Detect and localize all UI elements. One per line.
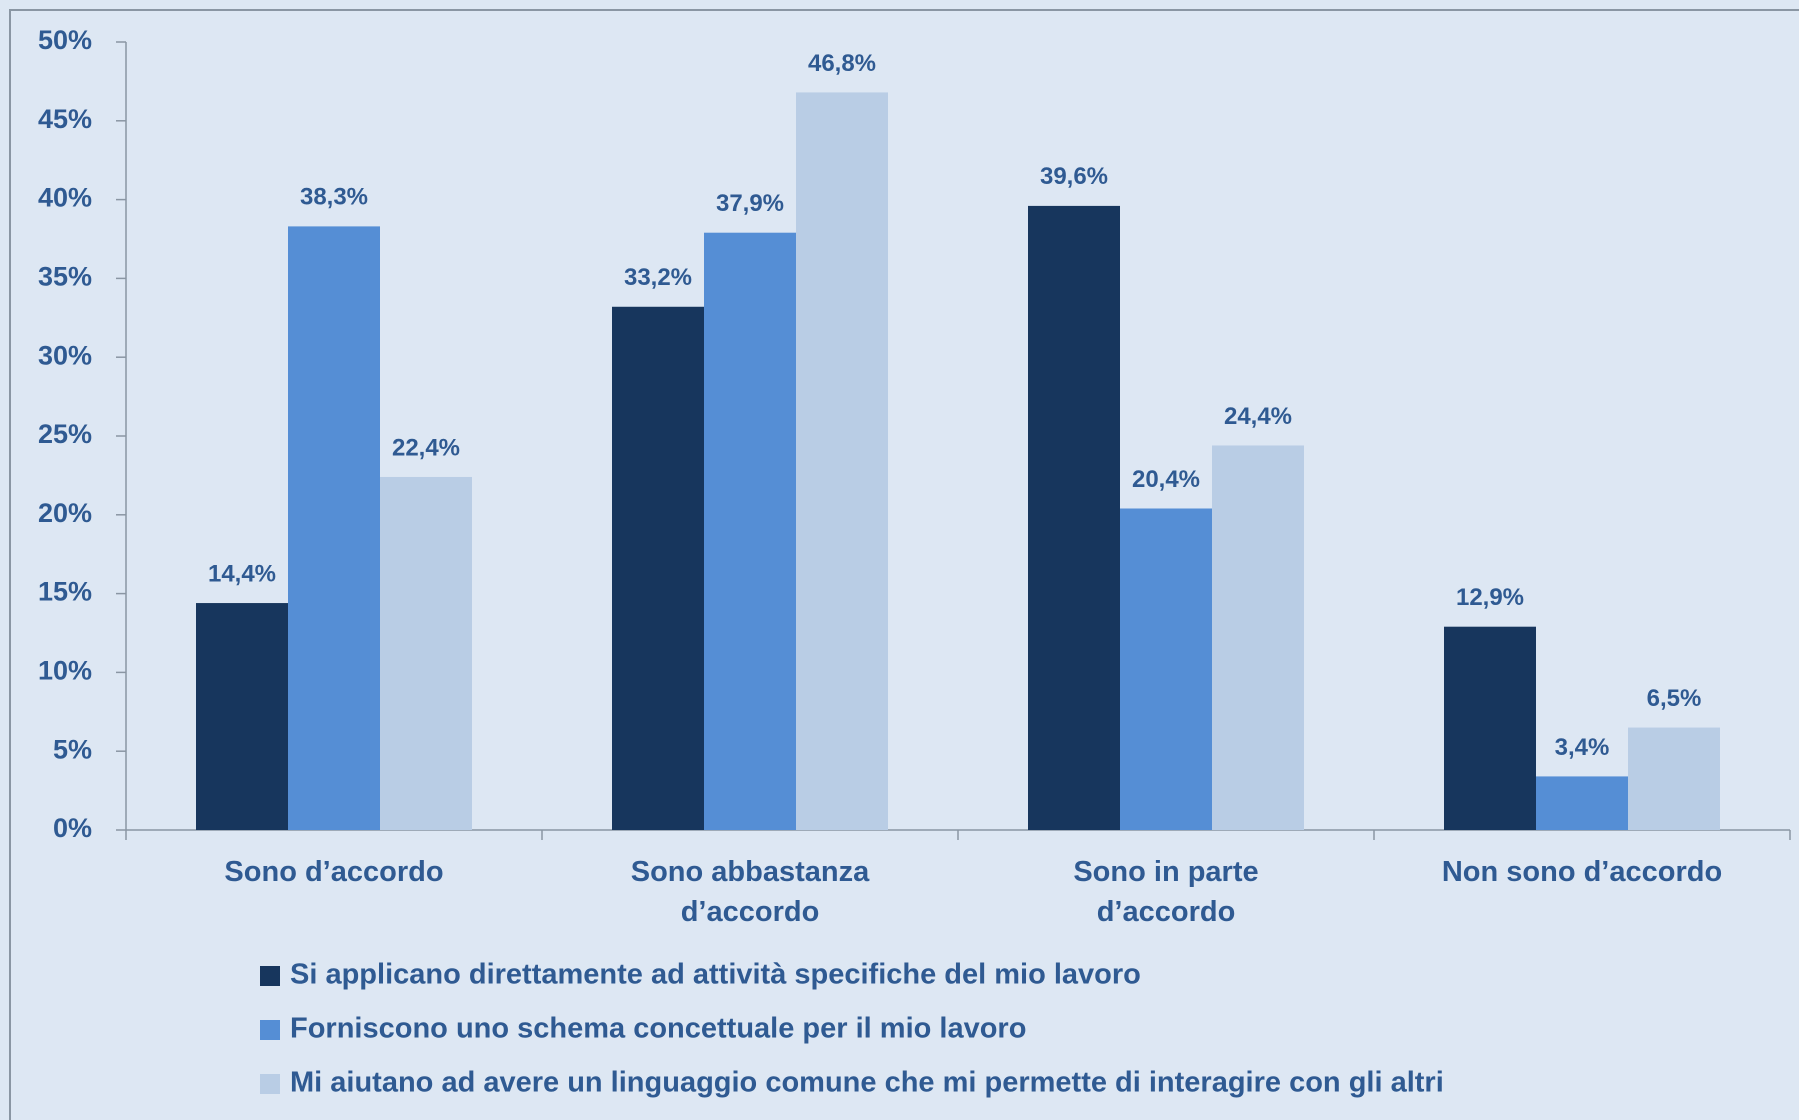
y-tick-label: 35% (38, 262, 92, 292)
value-label: 24,4% (1224, 403, 1292, 430)
legend-swatch (260, 1074, 280, 1094)
y-tick-label: 50% (38, 25, 92, 55)
bar (612, 306, 704, 830)
y-tick-label: 5% (53, 734, 92, 764)
value-label: 6,5% (1647, 685, 1702, 712)
bar (1536, 776, 1628, 830)
bar (288, 226, 380, 831)
bar (196, 603, 288, 830)
value-label: 20,4% (1132, 466, 1200, 493)
value-label: 38,3% (300, 184, 368, 211)
value-label: 37,9% (716, 190, 784, 217)
value-label: 46,8% (808, 50, 876, 77)
y-tick-label: 25% (38, 419, 92, 449)
bar (1212, 445, 1304, 830)
value-label: 22,4% (392, 434, 460, 461)
bar (796, 92, 888, 830)
legend-label: Forniscono uno schema concettuale per il… (290, 1013, 1026, 1045)
legend-swatch (260, 966, 280, 986)
y-tick-label: 40% (38, 183, 92, 213)
bar (1628, 727, 1720, 830)
y-tick-label: 30% (38, 340, 92, 370)
y-tick-label: 15% (38, 577, 92, 607)
value-label: 3,4% (1555, 734, 1610, 761)
x-tick-label: Non sono d’accordo (1441, 856, 1723, 888)
y-tick-label: 45% (38, 104, 92, 134)
legend-label: Mi aiutano ad avere un linguaggio comune… (290, 1067, 1444, 1099)
y-tick-label: 10% (38, 656, 92, 686)
value-label: 12,9% (1456, 584, 1524, 611)
bar (704, 232, 796, 831)
value-label: 39,6% (1040, 163, 1108, 190)
value-label: 14,4% (208, 560, 276, 587)
bar (380, 476, 472, 830)
value-label: 33,2% (624, 264, 692, 291)
x-tick-label: Sono abbastanza d’accordo (630, 856, 870, 928)
x-tick-label: Sono in parte d’accordo (1073, 856, 1259, 928)
y-tick-label: 0% (53, 813, 92, 843)
x-tick-label: Sono d’accordo (224, 856, 444, 888)
frame (9, 9, 1799, 1120)
legend-swatch (260, 1020, 280, 1040)
bar (1444, 626, 1536, 830)
bar (1120, 508, 1212, 830)
y-tick-label: 20% (38, 498, 92, 528)
legend-label: Si applicano direttamente ad attività sp… (290, 959, 1141, 991)
bar (1028, 205, 1120, 831)
